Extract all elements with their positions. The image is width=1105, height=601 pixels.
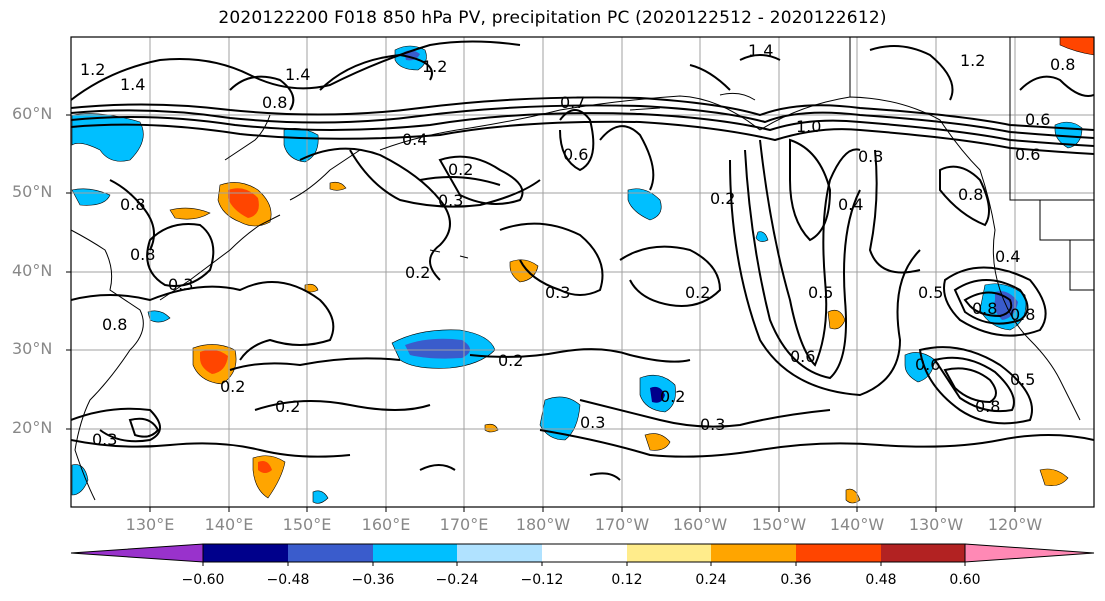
contour-label: 0.4 <box>402 130 427 149</box>
coastlines <box>71 37 1094 501</box>
latitude-label: 50°N <box>12 182 53 201</box>
contour-label: 0.8 <box>972 299 997 318</box>
colorbar-bin <box>288 544 373 562</box>
colorbar-tick-label: 0.12 <box>611 572 643 588</box>
contour-label: 1.4 <box>748 41 773 60</box>
latitude-label: 60°N <box>12 104 53 123</box>
contour-label: 0.8 <box>1050 55 1075 74</box>
contour-label: 0.4 <box>838 195 863 214</box>
contour-label: 1.2 <box>422 57 447 76</box>
precip-shading <box>71 37 1094 504</box>
colorbar-bin <box>711 544 796 562</box>
colorbar-tick-label: 0.60 <box>949 572 981 588</box>
contour-label: 0.3 <box>92 430 117 449</box>
longitude-label: 140°W <box>829 515 885 534</box>
contour-label: 0.2 <box>405 263 430 282</box>
colorbar-bin <box>457 544 542 562</box>
longitude-label: 150°W <box>751 515 807 534</box>
contour-label: 0.7 <box>560 93 585 112</box>
colorbar-bin <box>627 544 711 562</box>
contour-label: 0.2 <box>448 160 473 179</box>
contour-label: 0.8 <box>1010 305 1035 324</box>
longitude-label: 150°E <box>282 515 332 534</box>
contour-label: 0.6 <box>563 145 588 164</box>
contour-label: 0.5 <box>808 283 833 302</box>
colorbar-extend-low <box>70 543 204 563</box>
map-title: 2020122200 F018 850 hPa PV, precipitatio… <box>218 8 887 28</box>
contour-label: 0.8 <box>262 93 287 112</box>
pv-contours <box>71 40 1094 481</box>
longitude-label: 160°E <box>361 515 411 534</box>
colorbar-bin <box>203 544 288 562</box>
longitude-label: 160°W <box>672 515 728 534</box>
colorbar-tick-label: −0.12 <box>520 572 564 588</box>
contour-label: 0.8 <box>120 195 145 214</box>
colorbar-bin <box>373 544 457 562</box>
contour-label: 1.0 <box>796 117 821 136</box>
colorbar-tick-label: −0.36 <box>351 572 395 588</box>
contour-label: 0.2 <box>220 377 245 396</box>
latitude-label: 30°N <box>12 339 53 358</box>
colorbar-tick-label: 0.24 <box>695 572 727 588</box>
contour-label: 1.2 <box>960 51 985 70</box>
colorbar <box>70 543 1095 566</box>
colorbar-tick-label: −0.48 <box>266 572 310 588</box>
contour-label: 0.6 <box>1025 110 1050 129</box>
contour-label: 0.2 <box>685 283 710 302</box>
colorbar-tick-label: −0.24 <box>435 572 479 588</box>
contour-label: 0.6 <box>1015 145 1040 164</box>
colorbar-tick-label: −0.60 <box>181 572 225 588</box>
contour-label: 0.8 <box>975 397 1000 416</box>
longitude-label: 170°W <box>594 515 650 534</box>
colorbar-tick-label: 0.48 <box>865 572 897 588</box>
longitude-label: 130°E <box>125 515 175 534</box>
contour-label: 0.3 <box>700 415 725 434</box>
contour-label: 0.6 <box>915 355 940 374</box>
colorbar-bin <box>881 544 965 562</box>
contour-label: 1.4 <box>120 75 145 94</box>
longitude-label: 180°W <box>515 515 571 534</box>
contour-label: 0.8 <box>130 245 155 264</box>
longitude-label: 130°W <box>908 515 964 534</box>
contour-label: 0.8 <box>102 315 127 334</box>
longitude-label: 140°E <box>204 515 254 534</box>
colorbar-tick-label: 0.36 <box>780 572 812 588</box>
latitude-label: 40°N <box>12 261 53 280</box>
contour-label: 1.4 <box>285 65 310 84</box>
contour-label: 0.3 <box>545 283 570 302</box>
contour-label: 0.2 <box>710 189 735 208</box>
contour-label: 0.8 <box>958 185 983 204</box>
contour-label: 0.5 <box>918 283 943 302</box>
contour-label: 0.3 <box>580 413 605 432</box>
contour-label: 0.2 <box>275 397 300 416</box>
contour-label: 0.5 <box>1010 370 1035 389</box>
axis-ticks <box>66 114 1016 512</box>
longitude-label: 120°W <box>987 515 1043 534</box>
colorbar-extend-high <box>964 543 1095 563</box>
contour-label: 0.6 <box>790 347 815 366</box>
latitude-label: 20°N <box>12 418 53 437</box>
contour-label: 0.2 <box>660 387 685 406</box>
contour-label: 0.2 <box>498 351 523 370</box>
longitude-label: 170°E <box>439 515 489 534</box>
contour-label: 0.3 <box>168 275 193 294</box>
contour-label: 0.4 <box>995 247 1020 266</box>
contour-label: 1.2 <box>80 60 105 79</box>
colorbar-bin <box>542 544 627 562</box>
contour-label: 0.3 <box>858 147 883 166</box>
contour-label-group: 1.2 1.4 0.8 1.2 1.4 1.4 1.2 0.8 0.8 0.8 … <box>80 41 1075 449</box>
contour-label: 0.3 <box>438 191 463 210</box>
colorbar-bin <box>796 544 881 562</box>
